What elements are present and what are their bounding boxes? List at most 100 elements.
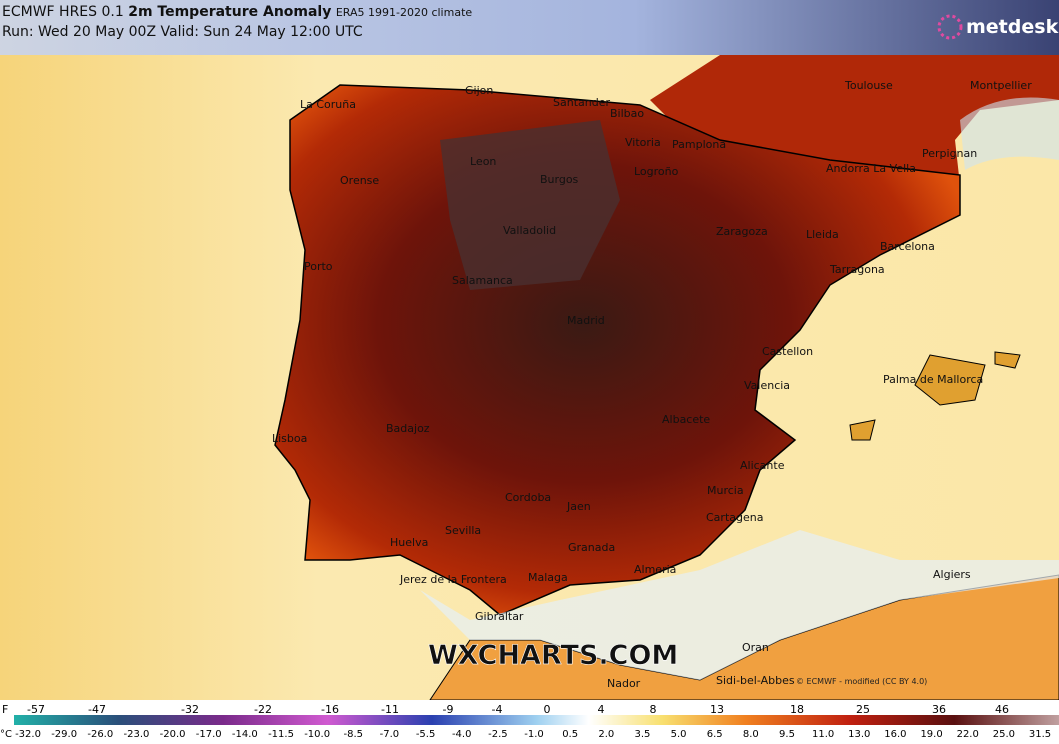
city-label: Vitoria — [625, 136, 661, 149]
c-label: 5.0 — [671, 729, 687, 740]
c-label: -7.0 — [380, 729, 400, 740]
run: Run: Wed 20 May 00Z Valid: Sun 24 May 12… — [2, 24, 363, 40]
f-label: -22 — [254, 703, 272, 716]
city-label: Jerez de la Frontera — [399, 573, 507, 586]
city-label: Huelva — [390, 536, 428, 549]
city-label: Castellon — [762, 345, 813, 358]
city-label: Albacete — [662, 413, 710, 426]
c-label: -4.0 — [452, 729, 472, 740]
city-label: Palma de Mallorca — [883, 373, 983, 386]
c-label: -14.0 — [232, 729, 258, 740]
city-label: Jaen — [566, 500, 591, 513]
c-label: -2.5 — [488, 729, 508, 740]
watermark: WXCHARTS.COM — [428, 640, 678, 671]
city-label: Oran — [742, 641, 769, 654]
hot-core — [440, 120, 620, 290]
city-label: Andorra La Vella — [826, 162, 916, 175]
c-label: -8.5 — [344, 729, 364, 740]
c-label: -23.0 — [123, 729, 149, 740]
c-label: -11.5 — [268, 729, 294, 740]
f-label: 25 — [856, 703, 870, 716]
city-label: Salamanca — [452, 274, 513, 287]
city-label: Leon — [470, 155, 496, 168]
f-label: -4 — [492, 703, 503, 716]
city-label: Almeria — [634, 563, 676, 576]
c-label: -5.5 — [416, 729, 436, 740]
city-label: Cartagena — [706, 511, 763, 524]
f-label: -9 — [443, 703, 454, 716]
c-label: 8.0 — [743, 729, 759, 740]
city-label: Algiers — [933, 568, 971, 581]
city-label: Lleida — [806, 228, 839, 241]
c-label: 25.0 — [993, 729, 1015, 740]
city-label: Barcelona — [880, 240, 935, 253]
f-label: 18 — [790, 703, 804, 716]
c-unit: °C — [0, 729, 12, 740]
city-label: Toulouse — [844, 79, 893, 92]
c-label: -1.0 — [524, 729, 544, 740]
city-label: Perpignan — [922, 147, 977, 160]
f-unit: F — [2, 703, 8, 716]
c-label: 22.0 — [957, 729, 979, 740]
c-label: 9.5 — [779, 729, 795, 740]
city-label: Tarragona — [829, 263, 885, 276]
city-label: La Coruña — [300, 98, 356, 111]
c-label: 0.5 — [562, 729, 578, 740]
c-label: 31.5 — [1029, 729, 1051, 740]
c-label: 13.0 — [848, 729, 870, 740]
city-label: Murcia — [707, 484, 744, 497]
gulf — [960, 97, 1059, 170]
city-label: Porto — [304, 260, 333, 273]
colorbar — [14, 715, 1059, 725]
f-label: 4 — [598, 703, 605, 716]
c-label: -20.0 — [160, 729, 186, 740]
city-label: Valladolid — [503, 224, 556, 237]
header-line: ECMWF HRES 0.1 2m Temperature Anomaly ER… — [2, 4, 472, 20]
city-label: Pamplona — [672, 138, 726, 151]
credit: © ECMWF - modified (CC BY 4.0) — [796, 677, 927, 686]
c-label: 11.0 — [812, 729, 834, 740]
city-label: Malaga — [528, 571, 568, 584]
f-label: -47 — [88, 703, 106, 716]
cool-sea — [420, 530, 1059, 680]
f-label: 13 — [710, 703, 724, 716]
c-label: -17.0 — [196, 729, 222, 740]
city-label: Logroño — [634, 165, 679, 178]
city-label: Santander — [553, 96, 610, 109]
header-band — [0, 0, 1059, 55]
city-label: Lisboa — [272, 432, 307, 445]
city-label: Orense — [340, 174, 379, 187]
c-label: 2.0 — [598, 729, 614, 740]
islands — [849, 351, 1021, 441]
f-label: -57 — [27, 703, 45, 716]
city-label: Gijon — [465, 84, 493, 97]
f-label: -32 — [181, 703, 199, 716]
city-label: Montpellier — [970, 79, 1032, 92]
c-label: 16.0 — [884, 729, 906, 740]
f-label: 46 — [995, 703, 1009, 716]
city-label: Zaragoza — [716, 225, 768, 238]
city-label: Cordoba — [505, 491, 551, 504]
c-label: 3.5 — [634, 729, 650, 740]
f-label: 8 — [650, 703, 657, 716]
city-label: Burgos — [540, 173, 579, 186]
f-label: 36 — [932, 703, 946, 716]
c-label: -26.0 — [87, 729, 113, 740]
climate: ERA5 1991-2020 climate — [336, 6, 473, 19]
city-label: Alicante — [740, 459, 785, 472]
city-label: Madrid — [567, 314, 605, 327]
city-label: Sevilla — [445, 524, 481, 537]
c-label: -29.0 — [51, 729, 77, 740]
city-label: Sidi-bel-Abbes — [716, 674, 795, 687]
model: ECMWF HRES 0.1 — [2, 4, 124, 20]
c-label: 6.5 — [707, 729, 723, 740]
city-label: Granada — [568, 541, 615, 554]
title: 2m Temperature Anomaly — [128, 4, 331, 20]
c-label: -32.0 — [15, 729, 41, 740]
f-label: -11 — [381, 703, 399, 716]
iberia — [274, 84, 961, 616]
c-label: -10.0 — [304, 729, 330, 740]
logo: metdesk — [966, 16, 1059, 38]
f-label: -16 — [321, 703, 339, 716]
